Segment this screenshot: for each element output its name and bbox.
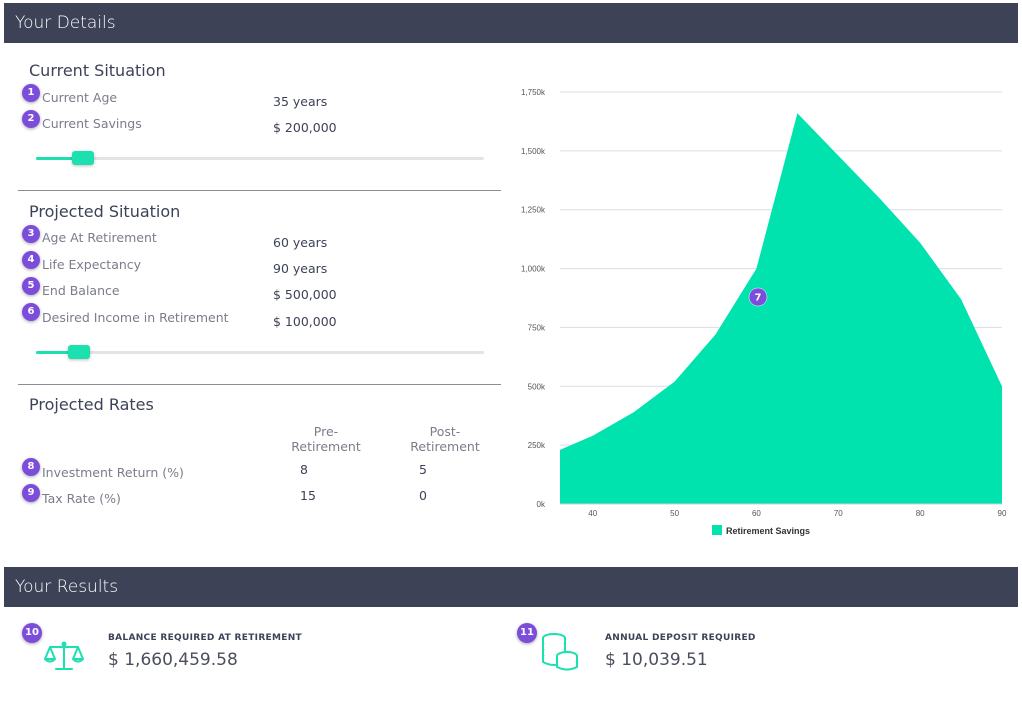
slider-handle[interactable] xyxy=(67,345,90,359)
field-badge: 1 xyxy=(22,84,40,102)
end-balance-value[interactable]: $ 500,000 xyxy=(273,287,337,302)
your-details-title: Your Details xyxy=(15,13,116,33)
life-expectancy-value[interactable]: 90 years xyxy=(273,261,328,276)
pre-retirement-header-line2: Retirement xyxy=(291,439,361,454)
age-at-retirement-value[interactable]: 60 years xyxy=(273,235,328,250)
current-savings-slider[interactable] xyxy=(36,151,484,165)
pre-retirement-header: Pre- Retirement xyxy=(286,424,366,454)
age-at-retirement-label: Age At Retirement xyxy=(42,230,157,245)
field-badge: 3 xyxy=(22,225,40,243)
y-tick-label: 500k xyxy=(528,382,546,391)
y-tick-label: 1,250k xyxy=(521,206,546,215)
current-savings-value[interactable]: $ 200,000 xyxy=(273,120,337,135)
desired-income-label: Desired Income in Retirement xyxy=(42,310,229,325)
chart-badge xyxy=(748,287,768,307)
x-tick-label: 50 xyxy=(670,509,679,518)
field-badge: 9 xyxy=(22,484,40,502)
x-tick-label: 40 xyxy=(588,509,597,518)
field-badge: 5 xyxy=(22,277,40,295)
y-tick-label: 0k xyxy=(537,500,546,509)
annual-deposit-value: $ 10,039.51 xyxy=(605,650,708,670)
balance-required-value: $ 1,660,459.58 xyxy=(108,650,238,670)
current-situation-title: Current Situation xyxy=(29,61,166,80)
scales-icon xyxy=(44,640,84,676)
your-results-header: Your Results xyxy=(4,567,1018,607)
slider-handle[interactable] xyxy=(72,151,95,165)
y-tick-label: 1,500k xyxy=(521,147,546,156)
projected-situation-title: Projected Situation xyxy=(29,202,181,221)
post-retirement-header: Post- Retirement xyxy=(405,424,485,454)
field-badge: 2 xyxy=(22,110,40,128)
end-balance-label: End Balance xyxy=(42,283,120,298)
projected-rates-title: Projected Rates xyxy=(29,395,154,414)
slider-fill xyxy=(36,351,79,354)
investment-return-label: Investment Return (%) xyxy=(42,465,184,480)
tax-rate-label: Tax Rate (%) xyxy=(42,491,121,506)
current-savings-label: Current Savings xyxy=(42,116,142,131)
balance-required-label: BALANCE REQUIRED AT RETIREMENT xyxy=(108,633,302,643)
section-divider xyxy=(18,384,501,385)
retirement-savings-area xyxy=(560,113,1002,504)
y-tick-label: 750k xyxy=(528,323,546,332)
investment-return-pre-value[interactable]: 8 xyxy=(300,462,308,477)
current-age-value[interactable]: 35 years xyxy=(273,94,328,109)
chart-svg: 0k 250k 500k 750k 1,000k 1,250k 1,500k 1,750k 40… xyxy=(521,88,1007,536)
post-retirement-header-line2: Retirement xyxy=(410,439,480,454)
chart-badge-label: 7 xyxy=(755,293,762,304)
investment-return-post-value[interactable]: 5 xyxy=(419,462,427,477)
field-badge: 8 xyxy=(22,458,40,476)
pre-retirement-header-line1: Pre- xyxy=(313,424,339,439)
post-retirement-header-line1: Post- xyxy=(429,424,461,439)
y-tick-label: 250k xyxy=(528,441,546,450)
legend-label: Retirement Savings xyxy=(726,526,810,536)
desired-income-slider[interactable] xyxy=(36,345,484,359)
result-badge: 11 xyxy=(517,623,537,643)
your-results-title: Your Results xyxy=(15,577,119,597)
x-tick-label: 70 xyxy=(834,509,843,518)
current-age-label: Current Age xyxy=(42,90,118,105)
tax-rate-post-value[interactable]: 0 xyxy=(419,488,427,503)
tax-rate-pre-value[interactable]: 15 xyxy=(300,488,316,503)
your-details-header: Your Details xyxy=(4,3,1018,43)
result-badge: 10 xyxy=(22,623,42,643)
retirement-savings-chart: 0k 250k 500k 750k 1,000k 1,250k 1,500k 1,750k 40… xyxy=(505,80,1015,550)
life-expectancy-label: Life Expectancy xyxy=(42,257,142,272)
legend-swatch xyxy=(712,525,722,535)
slider-fill xyxy=(36,157,84,160)
x-tick-label: 60 xyxy=(752,509,761,518)
y-tick-label: 1,000k xyxy=(521,265,546,274)
annual-deposit-label: ANNUAL DEPOSIT REQUIRED xyxy=(605,633,756,643)
section-divider xyxy=(18,190,501,191)
field-badge: 4 xyxy=(22,251,40,269)
x-tick-label: 90 xyxy=(998,509,1007,518)
x-tick-label: 80 xyxy=(916,509,925,518)
field-badge: 6 xyxy=(22,303,40,321)
coins-icon xyxy=(540,632,580,676)
desired-income-value[interactable]: $ 100,000 xyxy=(273,314,337,329)
y-tick-label: 1,750k xyxy=(521,88,546,97)
